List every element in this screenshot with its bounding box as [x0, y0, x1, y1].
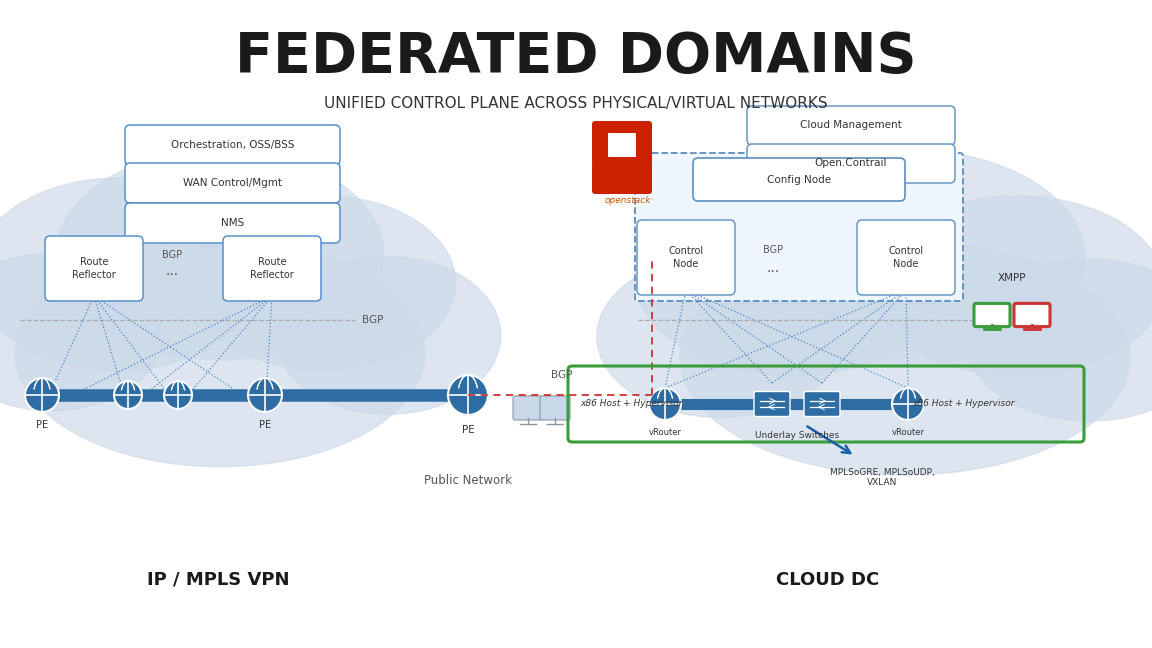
Text: XMPP: XMPP — [998, 273, 1026, 283]
Circle shape — [448, 375, 488, 415]
Text: Route
Reflector: Route Reflector — [250, 257, 294, 280]
FancyBboxPatch shape — [857, 220, 955, 295]
Ellipse shape — [189, 196, 456, 371]
Text: vRouter: vRouter — [892, 428, 925, 437]
Ellipse shape — [56, 150, 384, 360]
FancyBboxPatch shape — [540, 396, 570, 420]
Circle shape — [892, 388, 924, 420]
Ellipse shape — [0, 253, 165, 411]
FancyBboxPatch shape — [635, 153, 963, 301]
Text: Config Node: Config Node — [767, 174, 831, 185]
Ellipse shape — [0, 178, 262, 371]
Circle shape — [114, 381, 142, 409]
Ellipse shape — [871, 196, 1152, 376]
FancyBboxPatch shape — [513, 396, 543, 420]
FancyBboxPatch shape — [126, 163, 340, 203]
Text: Control
Node: Control Node — [888, 246, 924, 269]
Text: BGP: BGP — [763, 245, 783, 255]
FancyBboxPatch shape — [126, 203, 340, 243]
Ellipse shape — [725, 149, 1085, 365]
Text: ...: ... — [166, 264, 179, 278]
FancyBboxPatch shape — [45, 236, 143, 301]
Text: Control
Node: Control Node — [668, 246, 704, 269]
FancyBboxPatch shape — [637, 220, 735, 295]
Text: Route
Reflector: Route Reflector — [73, 257, 116, 280]
Ellipse shape — [15, 239, 425, 467]
Text: CLOUD DC: CLOUD DC — [776, 571, 880, 589]
Text: Public Network: Public Network — [424, 474, 511, 487]
FancyBboxPatch shape — [223, 236, 321, 301]
FancyBboxPatch shape — [973, 303, 1010, 327]
Text: PE: PE — [259, 420, 271, 430]
Text: x86 Host + Hypervisor: x86 Host + Hypervisor — [912, 400, 1015, 408]
Ellipse shape — [965, 259, 1152, 421]
FancyBboxPatch shape — [608, 133, 636, 157]
Text: UNIFIED CONTROL PLANE ACROSS PHYSICAL/VIRTUAL NETWORKS: UNIFIED CONTROL PLANE ACROSS PHYSICAL/VI… — [324, 96, 828, 111]
Text: PE: PE — [36, 420, 48, 430]
Circle shape — [248, 378, 282, 412]
Text: BGP: BGP — [162, 250, 182, 260]
Text: FEDERATED DOMAINS: FEDERATED DOMAINS — [235, 30, 917, 84]
FancyBboxPatch shape — [804, 391, 840, 417]
Circle shape — [164, 381, 192, 409]
Circle shape — [25, 378, 59, 412]
Text: MPLSoGRE, MPLSoUDP,
VXLAN: MPLSoGRE, MPLSoUDP, VXLAN — [829, 468, 934, 487]
FancyBboxPatch shape — [755, 391, 790, 417]
FancyBboxPatch shape — [592, 164, 652, 194]
FancyBboxPatch shape — [746, 106, 955, 145]
FancyBboxPatch shape — [592, 121, 652, 167]
Ellipse shape — [635, 178, 950, 376]
Text: BGP: BGP — [362, 315, 384, 325]
Ellipse shape — [680, 241, 1130, 475]
Text: NMS: NMS — [221, 218, 244, 228]
Text: WAN Control/Mgmt: WAN Control/Mgmt — [183, 178, 282, 188]
Text: PE: PE — [462, 425, 475, 435]
Text: IP / MPLS VPN: IP / MPLS VPN — [146, 571, 289, 589]
Text: Open.Contrail: Open.Contrail — [814, 159, 887, 168]
Circle shape — [649, 388, 681, 420]
Text: Cloud Management: Cloud Management — [801, 121, 902, 130]
Ellipse shape — [275, 257, 501, 414]
Text: BGP: BGP — [552, 370, 573, 380]
FancyBboxPatch shape — [694, 158, 905, 201]
FancyBboxPatch shape — [1014, 303, 1049, 327]
Text: Underlay Switches: Underlay Switches — [755, 431, 839, 440]
Text: openstack·: openstack· — [605, 196, 653, 205]
FancyBboxPatch shape — [746, 144, 955, 183]
Text: Orchestration, OSS/BSS: Orchestration, OSS/BSS — [170, 140, 294, 150]
Text: vRouter: vRouter — [649, 428, 682, 437]
Ellipse shape — [597, 255, 844, 417]
FancyBboxPatch shape — [126, 125, 340, 165]
Text: x86 Host + Hypervisor: x86 Host + Hypervisor — [579, 400, 682, 408]
Text: ...: ... — [766, 261, 780, 275]
